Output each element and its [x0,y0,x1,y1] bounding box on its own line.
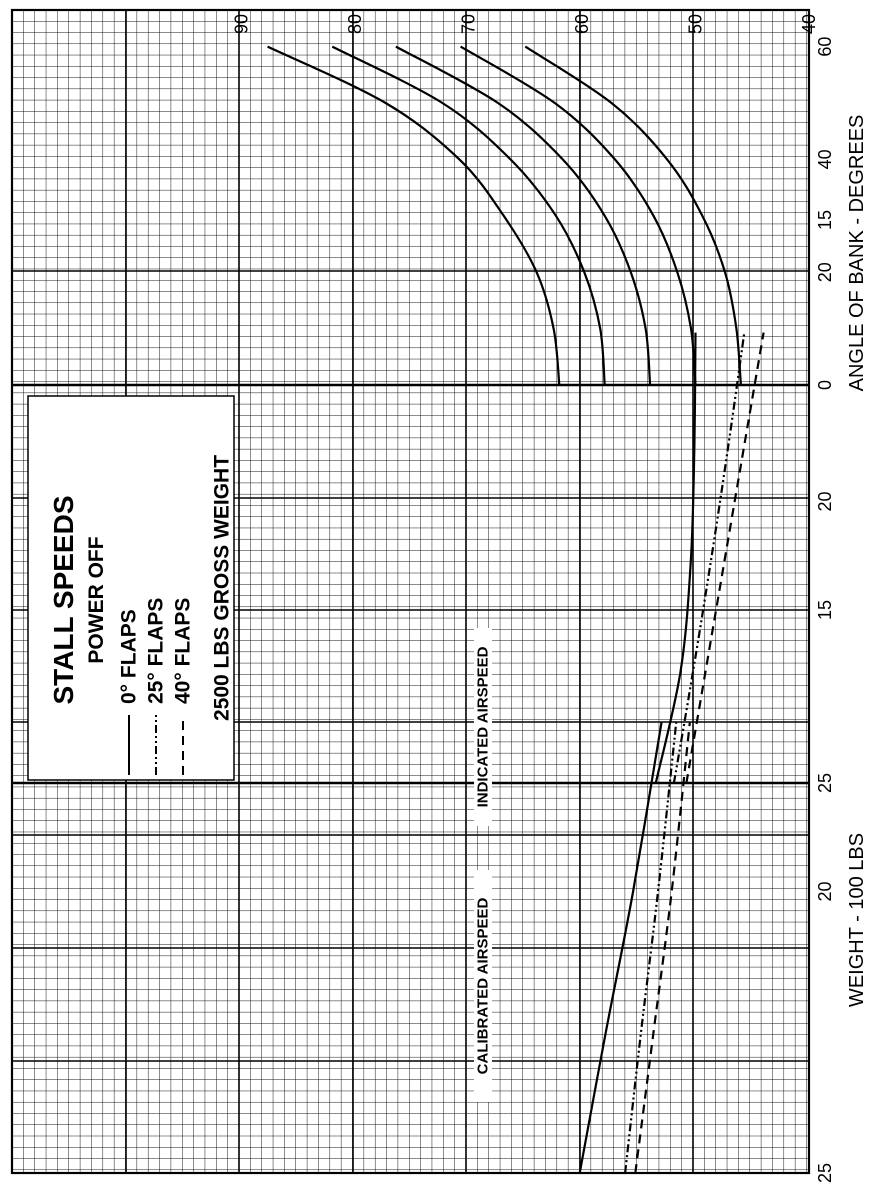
legend-label-40-flaps: 40° FLAPS [172,598,195,704]
x-tick-label: 0 [815,380,835,390]
curve-calibrated-1 [624,722,678,1174]
x-tick-label: 15 [815,600,835,620]
airspeed-tick-label: 60 [572,14,592,34]
x-tick-label: 60 [815,37,835,57]
airspeed-tick-label: 90 [232,14,252,34]
airspeed-tick-label: 70 [459,14,479,34]
gross-weight-label: 2500 LBS GROSS WEIGHT [211,455,234,721]
curves [267,45,765,1174]
curve-bank-2 [395,45,652,386]
airspeed-tick-label: 80 [345,14,365,34]
x-tick-label: 20 [815,262,835,282]
chart-frame [10,8,811,1175]
indicated-airspeed-label: INDICATED AIRSPEED [475,646,492,807]
chart-subtitle: POWER OFF [85,536,108,663]
curve-indicated-0 [654,332,697,784]
calibrated-airspeed-label: CALIBRATED AIRSPEED [475,898,492,1075]
x-tick-label: 15 [815,210,835,230]
legend-box [27,395,235,781]
legend-label-0-flaps: 0° FLAPS [118,609,141,704]
legend-label-25-flaps: 25° FLAPS [145,598,168,704]
x-tick-label: 40 [815,149,835,169]
x-axis-title-weight: WEIGHT - 100 LBS [846,833,868,1007]
x-tick-label: 20 [815,881,835,901]
section-labels: CALIBRATED AIRSPEED INDICATED AIRSPEED [474,628,492,1102]
x-tick-label: 25 [815,773,835,793]
legend: STALL SPEEDS POWER OFF 0° FLAPS 25° FLAP… [48,455,234,775]
curve-bank-1 [331,45,606,386]
chart-title: STALL SPEEDS [48,495,79,704]
x-axis-title-bank: ANGLE OF BANK - DEGREES [846,115,868,392]
curve-bank-3 [460,45,697,386]
x-tick-label: 20 [815,491,835,511]
curve-indicated-1 [672,332,746,784]
curve-calibrated-2 [634,722,691,1174]
x-tick-label: 25 [815,1163,835,1183]
curve-bank-4 [524,45,742,386]
curve-calibrated-0 [578,722,663,1174]
curve-bank-0 [267,45,561,386]
curve-indicated-2 [685,332,765,784]
airspeed-tick-label: 50 [686,14,706,34]
